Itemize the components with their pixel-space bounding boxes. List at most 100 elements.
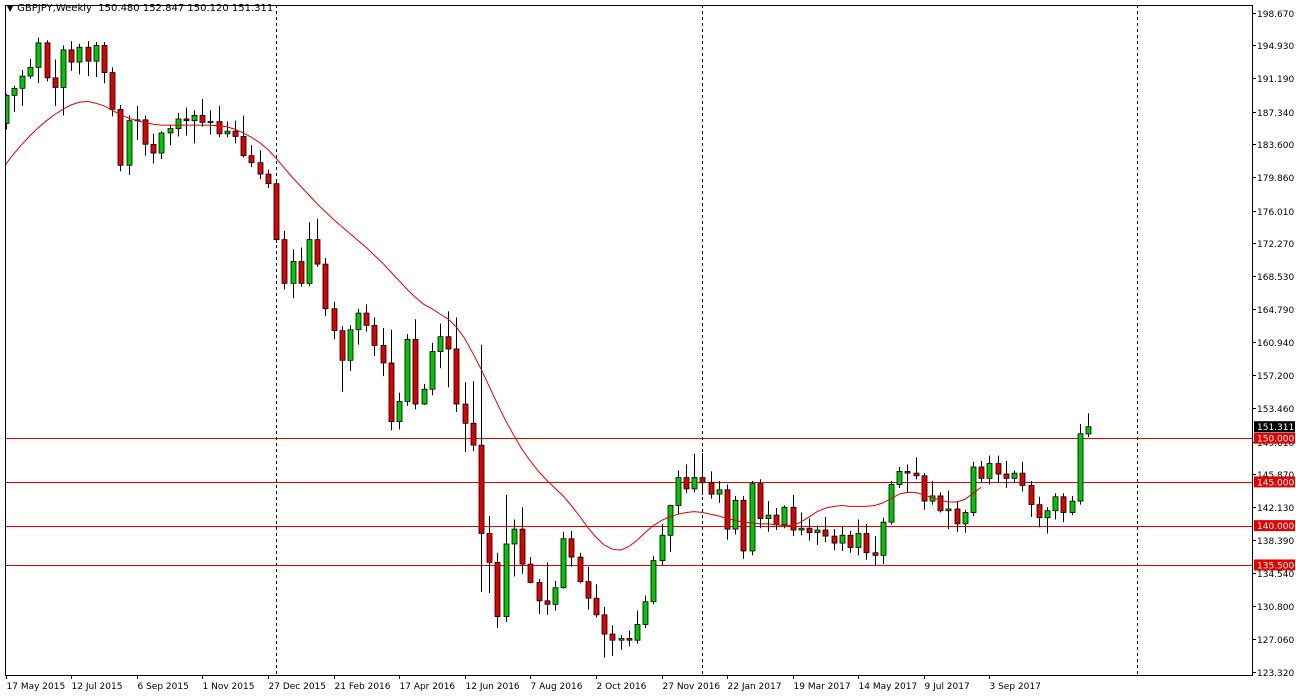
- candle-body: [773, 514, 780, 526]
- candle-body: [863, 533, 870, 554]
- dropdown-triangle-icon[interactable]: ▼: [7, 4, 14, 13]
- candle-body: [35, 42, 42, 68]
- candle-body: [44, 42, 51, 79]
- candle-body: [527, 563, 534, 583]
- candle-body: [937, 495, 944, 512]
- candle-body: [396, 401, 403, 422]
- candle-body: [618, 638, 625, 641]
- candle-body: [1011, 472, 1018, 479]
- candle-body: [199, 115, 206, 123]
- candle-body: [339, 330, 346, 361]
- candle-body: [167, 128, 174, 134]
- candle-body: [93, 45, 100, 62]
- candle-body: [19, 75, 26, 89]
- candle-body: [822, 529, 829, 537]
- candle-body: [207, 121, 214, 123]
- level-price-tag-label: 145.000: [1257, 478, 1294, 488]
- candle-body: [847, 534, 854, 548]
- candle-body: [101, 45, 108, 73]
- level-price-tag: [1254, 520, 1295, 532]
- candle-body: [765, 514, 772, 520]
- y-tick-label: 157.200: [1257, 372, 1294, 382]
- x-tick-label: 27 Dec 2015: [269, 682, 327, 692]
- candle-body: [913, 472, 920, 477]
- current-price-tag: [1254, 421, 1295, 433]
- candle-body: [183, 118, 190, 122]
- y-tick-label: 172.270: [1257, 240, 1294, 250]
- candle-body: [642, 601, 649, 625]
- candle-body: [314, 239, 321, 265]
- candle-body: [404, 338, 411, 402]
- candle-body: [659, 534, 666, 562]
- candle-body: [921, 475, 928, 502]
- candle-body: [650, 560, 657, 603]
- candle-body: [486, 533, 493, 563]
- candle-body: [322, 263, 329, 310]
- candle-body: [1019, 472, 1026, 486]
- candle-body: [585, 581, 592, 599]
- y-tick-label: 187.340: [1257, 109, 1294, 119]
- candle-body: [298, 261, 305, 284]
- candle-body: [634, 624, 641, 641]
- candle-body: [388, 362, 395, 422]
- ohlc-readout: 150.480 152.847 150.120 151.311: [98, 3, 274, 14]
- plot-area: [6, 6, 1252, 675]
- candle-body: [954, 508, 961, 525]
- candle-body: [6, 94, 10, 124]
- candle-body: [519, 528, 526, 565]
- candle-body: [536, 582, 543, 602]
- candle-body: [68, 49, 75, 63]
- x-tick-label: 12 Jul 2015: [72, 682, 123, 692]
- candle-body: [240, 136, 247, 157]
- level-price-tag: [1254, 559, 1295, 571]
- candle-body: [380, 345, 387, 364]
- candle-body: [1044, 510, 1051, 519]
- candle-body: [117, 108, 124, 166]
- y-tick-label: 168.530: [1257, 273, 1294, 283]
- y-tick-label: 198.670: [1257, 10, 1294, 20]
- x-tick-label: 3 Sep 2017: [990, 682, 1041, 692]
- candle-body: [109, 72, 116, 110]
- y-tick-label: 194.930: [1257, 42, 1294, 52]
- candle-body: [552, 587, 559, 605]
- candle-body: [371, 324, 378, 346]
- level-price-tag: [1254, 432, 1295, 444]
- candle-body: [896, 470, 903, 485]
- candle-body: [453, 348, 460, 405]
- candle-body: [732, 499, 739, 530]
- y-tick-label: 145.870: [1257, 471, 1294, 481]
- candle-body: [568, 538, 575, 558]
- candle-body: [355, 312, 362, 331]
- candle-body: [503, 543, 510, 617]
- candle-body: [273, 183, 280, 241]
- level-price-tag-label: 135.500: [1257, 561, 1294, 571]
- candle-body: [306, 239, 313, 284]
- candle-body: [85, 46, 92, 62]
- candle-body: [814, 529, 821, 534]
- level-price-tag: [1254, 476, 1295, 488]
- moving-average-line: [6, 100, 982, 551]
- candle-body: [216, 121, 223, 135]
- candle-body: [1077, 433, 1084, 502]
- candle-body: [347, 329, 354, 361]
- candle-body: [683, 477, 690, 490]
- y-tick-label: 176.010: [1257, 208, 1294, 218]
- candle-body: [609, 633, 616, 641]
- x-tick-label: 9 Jul 2017: [925, 682, 970, 692]
- candle-body: [175, 118, 182, 129]
- candle-body: [716, 489, 723, 495]
- candle-body: [831, 535, 838, 544]
- level-price-tag-label: 150.000: [1257, 435, 1294, 445]
- candle-body: [593, 597, 600, 616]
- candle-body: [331, 308, 338, 331]
- x-tick-label: 27 Nov 2016: [663, 682, 721, 692]
- x-tick-label: 19 Mar 2017: [794, 682, 851, 692]
- candle-body: [667, 505, 674, 536]
- candle-body: [978, 466, 985, 479]
- y-tick-label: 149.610: [1257, 439, 1294, 449]
- y-tick-label: 134.540: [1257, 570, 1294, 580]
- candle-body: [699, 477, 706, 484]
- x-tick-label: 2 Oct 2016: [597, 682, 647, 692]
- candle-body: [158, 132, 165, 154]
- candle-body: [888, 484, 895, 523]
